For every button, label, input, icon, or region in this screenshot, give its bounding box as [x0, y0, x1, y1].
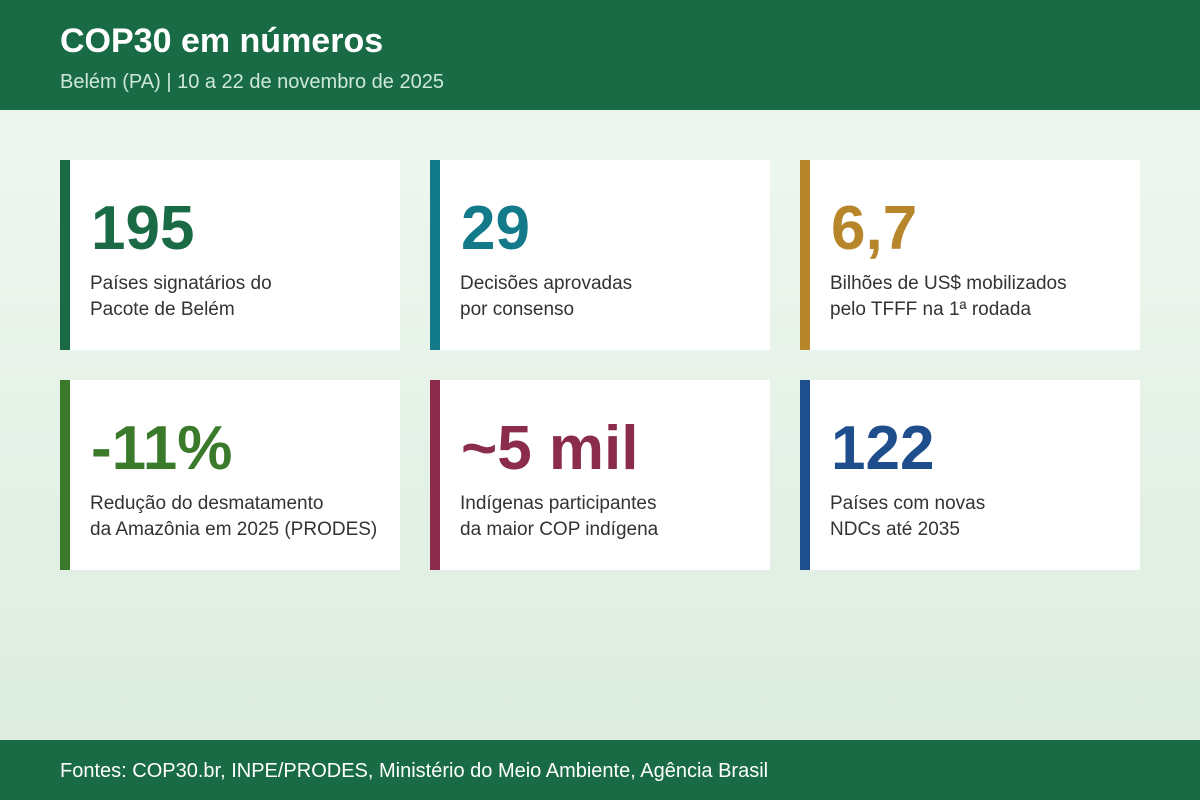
- stat-value: -11%: [91, 414, 233, 483]
- stat-description: Indígenas participantes da maior COP indí…: [460, 493, 659, 540]
- sources-text: Fontes: COP30.br, INPE/PRODES, Ministéri…: [60, 760, 769, 782]
- stat-description: Países signatários do Pacote de Belém: [90, 273, 272, 320]
- stat-description: Decisões aprovadas por consenso: [460, 273, 633, 320]
- stat-value: 29: [461, 194, 530, 263]
- stat-description: Bilhões de US$ mobilizados pelo TFFF na 1…: [830, 273, 1067, 320]
- stat-card: 6,7 Bilhões de US$ mobilizados pelo TFFF n…: [800, 160, 1140, 350]
- header: COP30 em números Belém (PA) | 10 a 22 de…: [0, 0, 1200, 110]
- stat-value: 6,7: [831, 194, 918, 263]
- stat-description: Países com novas NDCs até 2035: [830, 493, 986, 540]
- stat-card: 29 Decisões aprovadas por consenso: [430, 160, 770, 350]
- stat-card: 195 Países signatários do Pacote de Belém: [60, 160, 400, 350]
- stat-value: 195: [91, 194, 195, 263]
- stat-value: ~5 mil: [461, 414, 639, 483]
- page-subtitle: Belém (PA) | 10 a 22 de novembro de 2025: [60, 71, 444, 93]
- stat-card: -11% Redução do desmatamento da Amazônia e…: [60, 380, 400, 570]
- page-title: COP30 em números: [60, 22, 384, 60]
- stat-card: ~5 mil Indígenas participantes da maior CO…: [430, 380, 770, 570]
- stat-value: 122: [831, 414, 935, 483]
- stat-card: 122 Países com novas NDCs até 2035: [800, 380, 1140, 570]
- stat-description: Redução do desmatamento da Amazônia em 20…: [90, 493, 378, 540]
- footer: Fontes: COP30.br, INPE/PRODES, Ministéri…: [0, 740, 1200, 800]
